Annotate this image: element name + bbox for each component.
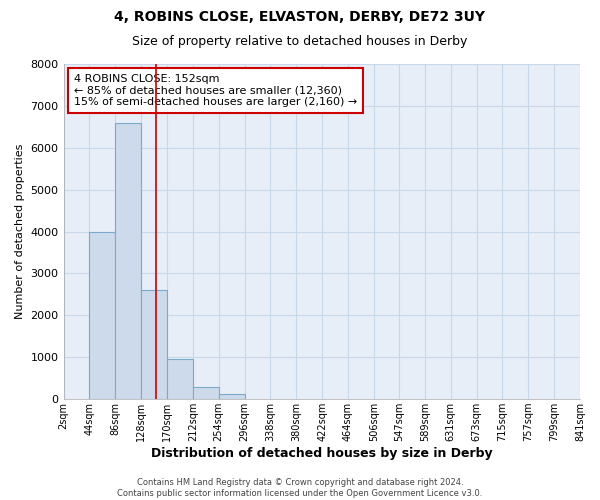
Text: 4 ROBINS CLOSE: 152sqm
← 85% of detached houses are smaller (12,360)
15% of semi: 4 ROBINS CLOSE: 152sqm ← 85% of detached… — [74, 74, 357, 108]
Bar — [218, 394, 245, 399]
Text: 4, ROBINS CLOSE, ELVASTON, DERBY, DE72 3UY: 4, ROBINS CLOSE, ELVASTON, DERBY, DE72 3… — [115, 10, 485, 24]
Text: Contains HM Land Registry data © Crown copyright and database right 2024.
Contai: Contains HM Land Registry data © Crown c… — [118, 478, 482, 498]
Bar — [141, 290, 167, 399]
Text: Size of property relative to detached houses in Derby: Size of property relative to detached ho… — [133, 35, 467, 48]
Bar — [167, 360, 193, 399]
Y-axis label: Number of detached properties: Number of detached properties — [15, 144, 25, 320]
Bar — [193, 386, 218, 399]
Bar — [89, 232, 115, 399]
Bar — [115, 122, 141, 399]
X-axis label: Distribution of detached houses by size in Derby: Distribution of detached houses by size … — [151, 447, 493, 460]
